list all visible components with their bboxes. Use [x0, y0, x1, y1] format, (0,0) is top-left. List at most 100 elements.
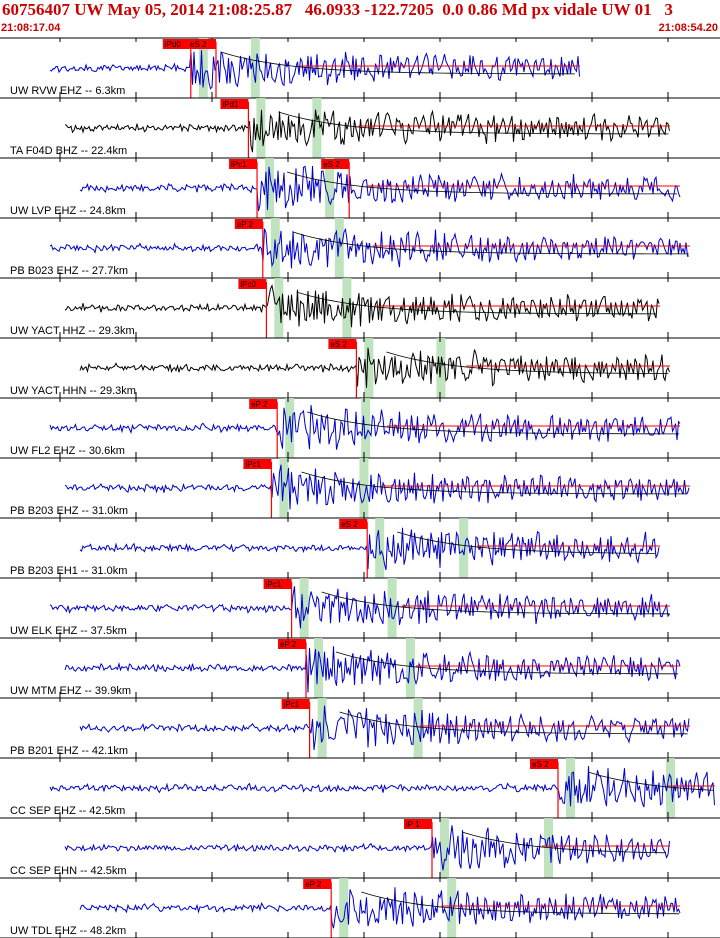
pick-label: eS 2 — [190, 40, 207, 49]
analysis-window — [364, 338, 374, 398]
coda-curve — [386, 351, 669, 374]
pick-box — [243, 459, 272, 469]
pick-label: iPc1 — [284, 700, 300, 709]
analysis-window — [413, 698, 423, 758]
pick-label: eS 2 — [323, 160, 340, 169]
pick-label: eP 2 — [251, 400, 268, 409]
analysis-window — [406, 638, 415, 698]
pick-box — [188, 39, 216, 49]
pick-label: eP 2 — [280, 640, 297, 649]
pick-box — [263, 579, 292, 589]
analysis-window — [250, 38, 260, 98]
station-label: CC SEP EHN -- 42.5km — [10, 865, 127, 877]
pick-label: iPd1 — [222, 100, 239, 109]
pick-label: iPc1 — [245, 460, 261, 469]
waveform-trace — [49, 405, 681, 450]
pick-box — [303, 879, 332, 889]
pick-label: eS 2 — [532, 760, 549, 769]
analysis-window — [314, 638, 323, 698]
coda-curve — [335, 651, 678, 675]
analysis-window — [334, 218, 344, 278]
waveform-trace — [49, 50, 580, 90]
coda-curve — [397, 531, 656, 554]
coda-curve — [587, 771, 715, 791]
pick-box — [249, 399, 278, 409]
analysis-window — [361, 398, 371, 458]
analysis-window — [440, 818, 449, 878]
pick-label: iP 1 — [406, 820, 420, 829]
analysis-window — [317, 698, 327, 758]
pick-label: iPc1 — [266, 580, 282, 589]
pick-box — [404, 819, 432, 829]
pick-label: iPc1 — [231, 160, 247, 169]
analysis-window — [666, 758, 675, 818]
pick-box — [321, 159, 350, 169]
pick-box — [234, 219, 263, 229]
coda-curve — [296, 291, 657, 315]
coda-curve — [321, 591, 670, 615]
station-label: CC SEP EHZ -- 42.5km — [10, 805, 125, 817]
waveform-trace — [64, 464, 690, 510]
station-label: UW YACT HHN -- 29.3km — [10, 385, 136, 397]
waveform-trace — [49, 766, 715, 808]
coda-curve — [361, 891, 680, 915]
coda-curve — [286, 171, 678, 195]
station-label: UW ELK EHZ -- 37.5km — [10, 625, 127, 637]
coda-curve — [307, 411, 680, 435]
event-title: 60756407 UW May 05, 2014 21:08:25.87 46.… — [2, 0, 673, 19]
pick-label: iPd0 — [165, 40, 182, 49]
coda-curve — [220, 51, 575, 75]
waveform-trace — [79, 887, 681, 929]
waveform-trace — [79, 347, 670, 388]
pick-box — [220, 99, 249, 109]
pick-label: eP 2 — [237, 220, 254, 229]
analysis-window — [312, 98, 322, 158]
pick-label: eP 2 — [305, 880, 322, 889]
waveform-trace — [49, 586, 670, 629]
pick-label: iPc0 — [240, 280, 256, 289]
analysis-window — [359, 458, 369, 518]
analysis-window — [299, 578, 309, 638]
waveform-trace — [64, 283, 660, 328]
pick-box — [278, 639, 306, 649]
analysis-window — [198, 38, 208, 98]
analysis-window — [285, 398, 295, 458]
pick-box — [162, 39, 191, 49]
analysis-window — [459, 518, 469, 578]
station-label: UW RVW EHZ -- 6.3km — [10, 85, 125, 97]
pick-box — [281, 699, 310, 709]
station-label: UW LVP EHZ -- 24.8km — [10, 205, 126, 217]
pick-label: eS 2 — [341, 520, 358, 529]
coda-curve — [461, 831, 667, 854]
analysis-window — [387, 578, 397, 638]
station-label: UW FL2 EHZ -- 30.6km — [10, 445, 125, 457]
station-label: UW YACT HHZ -- 29.3km — [10, 325, 135, 337]
station-label: PB B203 EH1 -- 31.0km — [10, 565, 127, 577]
station-label: TA F04D BHZ -- 22.4km — [10, 145, 127, 157]
waveform-trace — [49, 227, 690, 269]
analysis-window — [325, 158, 335, 218]
station-label: PB B201 EHZ -- 42.1km — [10, 745, 128, 757]
header-bar: 60756407 UW May 05, 2014 21:08:25.87 46.… — [0, 0, 720, 38]
waveform-trace — [64, 646, 681, 693]
waveform-trace — [79, 705, 690, 751]
pick-box — [229, 159, 258, 169]
pick-box — [530, 759, 558, 769]
station-label: UW TDL EHZ -- 48.2km — [10, 925, 126, 937]
coda-curve — [301, 471, 686, 495]
waveform-trace — [79, 527, 660, 571]
station-label: PB B023 EHZ -- 27.7km — [10, 265, 128, 277]
station-label: UW MTM EHZ -- 39.9km — [10, 685, 131, 697]
waveform-trace — [64, 109, 670, 153]
analysis-window — [265, 158, 275, 218]
analysis-window — [274, 278, 284, 338]
start-time-label: 21:08:17.04 — [1, 22, 61, 34]
analysis-window — [339, 878, 349, 938]
end-time-label: 21:08:54.20 — [658, 22, 718, 34]
coda-curve — [339, 711, 688, 735]
pick-box — [328, 339, 357, 349]
station-label: PB B203 EHZ -- 31.0km — [10, 505, 128, 517]
pick-box — [238, 279, 267, 289]
pick-box — [339, 519, 368, 529]
